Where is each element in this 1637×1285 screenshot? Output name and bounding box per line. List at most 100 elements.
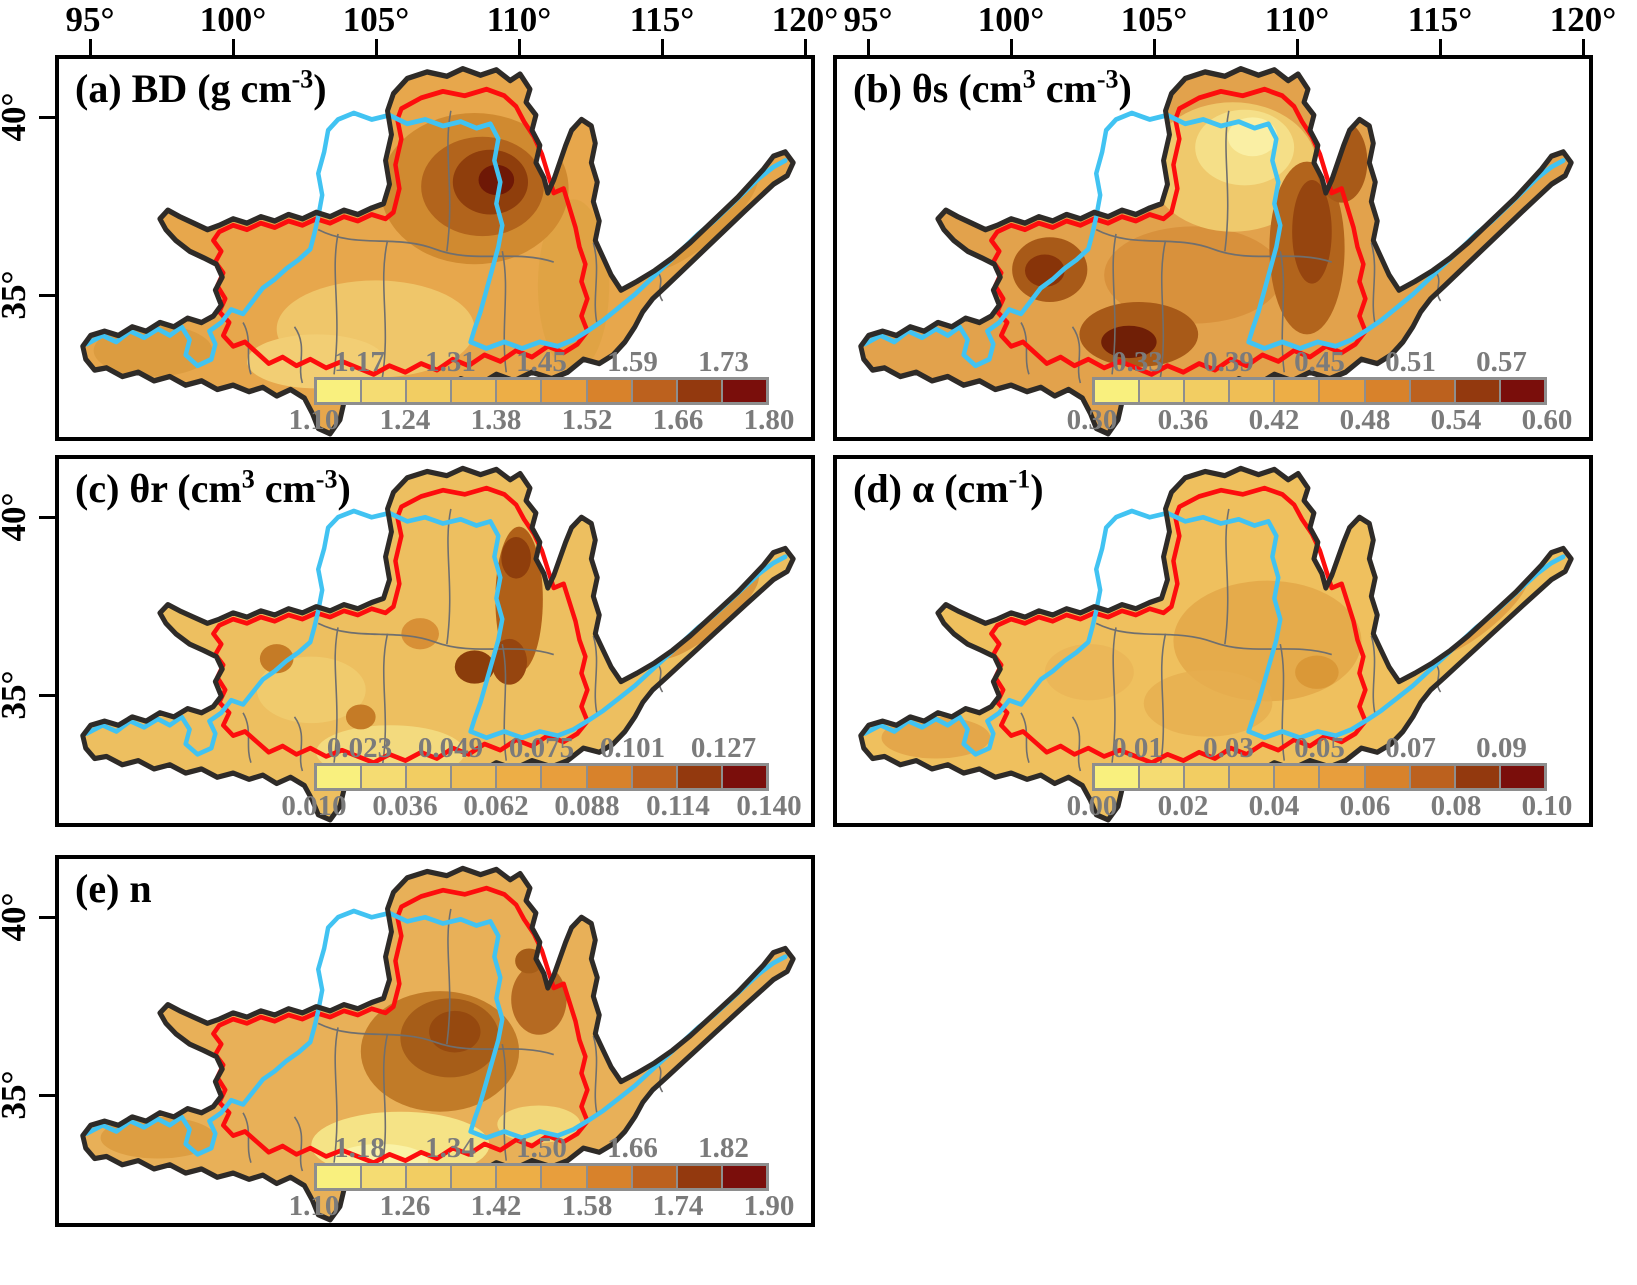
colorbar-segment	[675, 1166, 721, 1188]
panel-b-theta-s: (b) θs (cm3 cm-3) 0.33 0.39 0.45 0.51 0.57 0…	[833, 55, 1593, 441]
axis-tick	[1296, 39, 1299, 55]
axis-tick	[804, 39, 807, 55]
colorbar-segment	[675, 766, 721, 788]
colorbar-segment	[317, 380, 361, 402]
lon-label: 95°	[65, 0, 115, 39]
colorbar-gradient	[314, 1163, 769, 1191]
colorbar-segment	[405, 1166, 451, 1188]
colorbar: 0.01 0.03 0.05 0.07 0.09 0.00 0.02 0.04 0.06 0.0…	[1067, 732, 1573, 821]
colorbar-segment	[585, 766, 631, 788]
panel-title: (e) n	[75, 866, 152, 911]
lon-label: 105°	[1120, 0, 1188, 39]
colorbar-segment	[495, 380, 541, 402]
panel-a-bulk-density: (a) BD (g cm-3) 1.17 1.31 1.45 1.59 1.73 1.1…	[55, 55, 815, 441]
colorbar-segment	[1273, 766, 1319, 788]
lon-label: 120°	[1549, 0, 1617, 39]
lon-label: 105°	[342, 0, 410, 39]
colorbar: 1.18 1.34 1.50 1.66 1.82 1.10 1.26 1.42 1.58 1.7…	[288, 1132, 795, 1222]
colorbar-segment	[317, 1166, 361, 1188]
colorbar-bottom-labels: 0.30 0.36 0.42 0.48 0.54 0.60	[1066, 404, 1573, 436]
lon-label: 115°	[1407, 0, 1473, 39]
colorbar-segment	[1498, 380, 1544, 402]
colorbar-segment	[1363, 766, 1409, 788]
lat-label: 35°	[0, 270, 33, 320]
colorbar-segment	[630, 380, 676, 402]
axis-tick	[232, 39, 235, 55]
colorbar-top-labels: 1.18 1.34 1.50 1.66 1.82	[334, 1132, 749, 1164]
colorbar-segment	[1453, 766, 1499, 788]
map-yellow-river-basin	[837, 459, 1589, 823]
axis-tick	[1153, 39, 1156, 55]
colorbar-segment	[1183, 766, 1229, 788]
colorbar-segment	[1228, 380, 1274, 402]
axis-tick	[1582, 39, 1585, 55]
map-yellow-river-basin	[59, 459, 811, 823]
colorbar-segment	[1453, 380, 1499, 402]
axis-tick	[39, 294, 55, 297]
axis-tick	[661, 39, 664, 55]
colorbar-segment	[317, 766, 361, 788]
colorbar-segment	[1408, 380, 1454, 402]
colorbar-gradient	[314, 763, 769, 791]
panel-d-alpha: (d) α (cm-1) 0.01 0.03 0.05 0.07 0.09 0.00 0.…	[833, 455, 1593, 827]
colorbar-segment	[405, 380, 451, 402]
colorbar-segment	[1363, 380, 1409, 402]
colorbar-top-labels: 0.023 0.049 0.075 0.101 0.127	[326, 732, 757, 764]
axis-tick	[89, 39, 92, 55]
lon-label: 100°	[199, 0, 267, 39]
axis-tick	[1010, 39, 1013, 55]
axis-tick	[39, 1094, 55, 1097]
lat-label: 35°	[0, 1070, 33, 1120]
colorbar: 1.17 1.31 1.45 1.59 1.73 1.10 1.24 1.38 1.52 1.6…	[288, 346, 795, 436]
panel-title: (c) θr (cm3 cm-3)	[75, 464, 351, 511]
colorbar-segment	[495, 1166, 541, 1188]
colorbar-segment	[360, 380, 406, 402]
axis-tick	[1439, 39, 1442, 55]
axis-tick	[518, 39, 521, 55]
lon-label: 100°	[977, 0, 1045, 39]
colorbar-gradient	[1092, 377, 1547, 405]
panel-e-n: (e) n 1.18 1.34 1.50 1.66 1.82 1.10 1.26 1.42 1…	[55, 855, 815, 1227]
colorbar-top-labels: 0.01 0.03 0.05 0.07 0.09	[1112, 732, 1527, 764]
colorbar-segment	[720, 1166, 766, 1188]
colorbar-segment	[495, 766, 541, 788]
colorbar-segment	[1273, 380, 1319, 402]
panel-title: (b) θs (cm3 cm-3)	[853, 64, 1132, 111]
map-yellow-river-basin	[59, 59, 811, 437]
axis-tick	[39, 694, 55, 697]
axis-tick	[375, 39, 378, 55]
colorbar-top-labels: 1.17 1.31 1.45 1.59 1.73	[334, 346, 749, 378]
colorbar: 0.023 0.049 0.075 0.101 0.127 0.010 0.036 0.06…	[281, 732, 801, 821]
colorbar-gradient	[1092, 763, 1547, 791]
map-yellow-river-basin	[837, 59, 1589, 437]
colorbar-segment	[1318, 380, 1364, 402]
colorbar-segment	[450, 766, 496, 788]
colorbar-segment	[360, 766, 406, 788]
axis-tick	[39, 516, 55, 519]
colorbar-segment	[1228, 766, 1274, 788]
colorbar-segment	[1095, 766, 1139, 788]
colorbar-segment	[540, 1166, 586, 1188]
colorbar-segment	[540, 380, 586, 402]
lon-label: 120°	[771, 0, 839, 39]
colorbar-top-labels: 0.33 0.39 0.45 0.51 0.57	[1112, 346, 1527, 378]
colorbar-segment	[720, 766, 766, 788]
axis-tick	[867, 39, 870, 55]
colorbar-bottom-labels: 1.10 1.26 1.42 1.58 1.74 1.90	[288, 1190, 795, 1222]
lon-label: 110°	[1264, 0, 1330, 39]
colorbar-segment	[1408, 766, 1454, 788]
colorbar-gradient	[314, 377, 769, 405]
colorbar-segment	[585, 1166, 631, 1188]
colorbar-segment	[405, 766, 451, 788]
lon-label: 115°	[629, 0, 695, 39]
colorbar-segment	[1138, 766, 1184, 788]
colorbar-bottom-labels: 1.10 1.24 1.38 1.52 1.66 1.80	[288, 404, 795, 436]
lat-label: 40°	[0, 92, 33, 142]
panel-c-theta-r: (c) θr (cm3 cm-3) 0.023 0.049 0.075 0.101 0.…	[55, 455, 815, 827]
colorbar-segment	[630, 766, 676, 788]
colorbar-segment	[675, 380, 721, 402]
colorbar-segment	[540, 766, 586, 788]
colorbar-segment	[720, 380, 766, 402]
colorbar-segment	[1498, 766, 1544, 788]
